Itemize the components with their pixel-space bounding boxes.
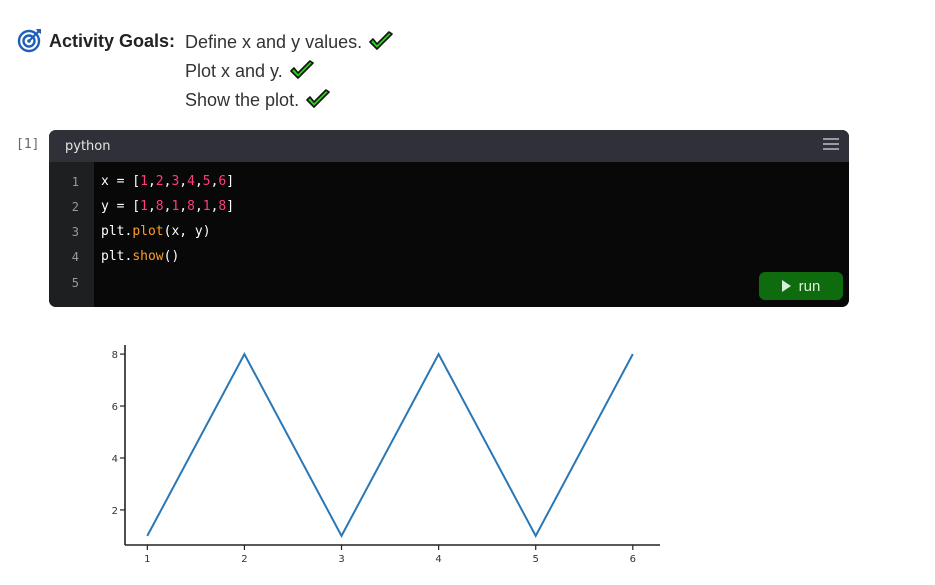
code-token: ,	[210, 199, 219, 214]
y-tick-label: 4	[112, 454, 118, 465]
line-number: 2	[71, 200, 79, 214]
line-number: 4	[71, 250, 79, 264]
line-chart: 2 4 6 8 1 2 3 4 5 6	[80, 335, 680, 580]
code-token: ,	[194, 174, 203, 189]
goal-item: Define x and y values.	[185, 31, 394, 53]
x-tick-label: 3	[338, 554, 344, 565]
series-line	[146, 351, 634, 539]
code-token: ,	[179, 174, 188, 189]
code-token: ,	[179, 199, 188, 214]
code-token: 1	[202, 199, 211, 214]
code-token: x = [	[101, 174, 141, 189]
goal-item: Plot x and y.	[185, 60, 315, 82]
checkmark-icon	[306, 89, 330, 108]
y-tick-label: 8	[112, 350, 118, 361]
x-tick-label: 4	[435, 554, 441, 565]
x-tick-label: 1	[144, 554, 150, 565]
code-token: ,	[194, 199, 203, 214]
cell-header: python	[49, 130, 849, 162]
code-cell: python 1 2 3 4 5 x = [1,2,3,4,5,6] y = […	[49, 130, 849, 307]
code-token: 1	[140, 174, 148, 189]
code-token: ]	[226, 199, 235, 214]
checkmark-icon	[369, 31, 393, 50]
code-token: ()	[163, 249, 180, 264]
run-label: run	[798, 277, 821, 295]
code-token: 5	[202, 174, 211, 189]
code-token: 2	[155, 174, 164, 189]
code-line[interactable]: plt.plot(x, y)	[101, 224, 211, 239]
code-token: ,	[210, 174, 219, 189]
x-tick-label: 2	[241, 554, 247, 565]
code-token: 6	[218, 174, 227, 189]
line-number: 1	[71, 175, 79, 189]
line-number-gutter: 1 2 3 4 5	[49, 162, 94, 307]
code-token: show	[132, 249, 164, 264]
code-token: ,	[163, 174, 172, 189]
code-token: 8	[187, 199, 195, 214]
goal-text: Plot x and y.	[185, 60, 283, 81]
code-token: 1	[171, 199, 180, 214]
code-token: 8	[155, 199, 164, 214]
code-token: y = [	[101, 199, 141, 214]
run-button[interactable]: run	[759, 272, 843, 300]
code-token: 4	[187, 174, 195, 189]
code-token: ,	[147, 199, 156, 214]
goal-text: Show the plot.	[185, 89, 300, 110]
checkmark-icon	[289, 60, 314, 79]
target-icon	[17, 27, 43, 53]
code-line[interactable]: plt.show()	[101, 249, 179, 264]
activity-goals-title: Activity Goals:	[49, 31, 176, 51]
y-tick-label: 2	[112, 506, 118, 517]
y-tick-label: 6	[112, 402, 118, 413]
code-token: ]	[226, 174, 235, 189]
x-tick-label: 6	[630, 554, 636, 565]
code-token: plot	[132, 224, 164, 239]
cell-language-label: python	[65, 139, 111, 154]
code-line[interactable]: y = [1,8,1,8,1,8]	[101, 199, 234, 214]
goal-text: Define x and y values.	[185, 31, 363, 52]
goal-item: Show the plot.	[185, 89, 331, 111]
code-token: (x, y)	[163, 224, 211, 239]
code-token: 8	[218, 199, 227, 214]
code-token: plt.	[101, 224, 133, 239]
code-token: 3	[171, 174, 180, 189]
code-token: ,	[147, 174, 156, 189]
code-token: ,	[163, 199, 172, 214]
chart-svg: 2 4 6 8 1 2 3 4 5 6	[112, 345, 660, 565]
x-tick-label: 5	[533, 554, 539, 565]
code-line[interactable]: x = [1,2,3,4,5,6]	[101, 174, 234, 189]
line-number: 5	[71, 276, 79, 290]
play-icon	[781, 280, 791, 292]
code-token: 1	[140, 199, 148, 214]
hamburger-menu-icon[interactable]	[823, 138, 839, 152]
code-token: plt.	[101, 249, 133, 264]
line-number: 3	[71, 225, 79, 239]
cell-execution-counter: [1]	[16, 137, 40, 152]
